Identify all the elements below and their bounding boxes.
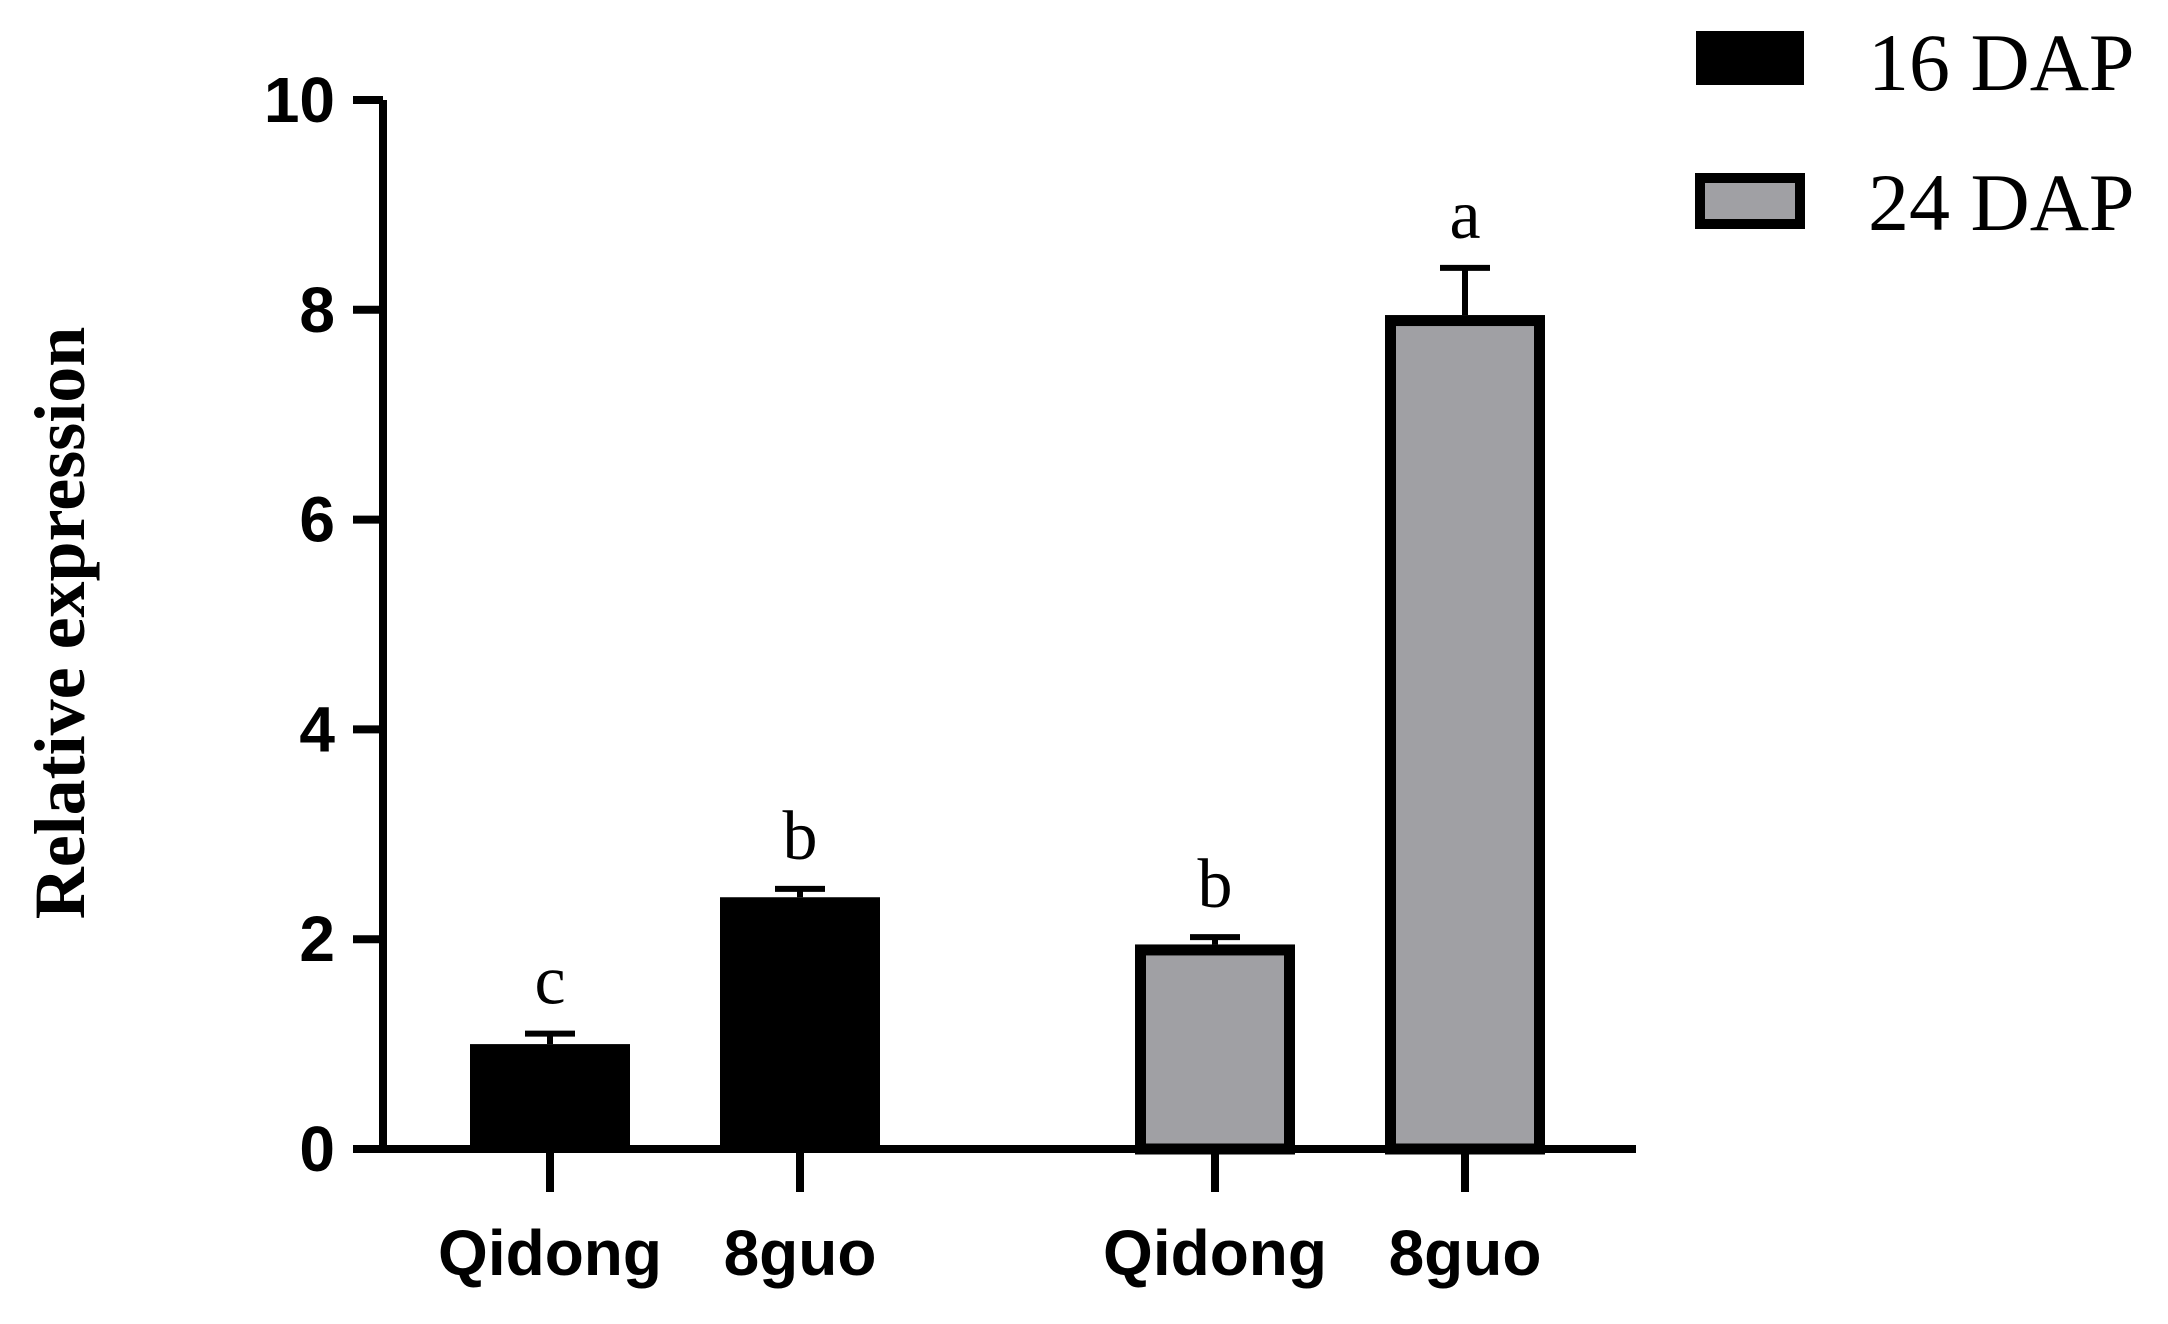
legend-label-24-dap: 24 DAP xyxy=(1868,157,2135,248)
y-tick-label-10: 10 xyxy=(264,64,335,136)
y-tick-label-0: 0 xyxy=(299,1113,335,1185)
bar-16-dap-8guo xyxy=(720,897,880,1149)
sig-letter-16-dap-qidong: c xyxy=(534,943,565,1020)
bar-24-dap-qidong xyxy=(1141,950,1290,1149)
y-tick-label-2: 2 xyxy=(299,903,335,975)
sig-letter-24-dap-qidong: b xyxy=(1198,846,1233,923)
y-tick-label-8: 8 xyxy=(299,274,335,346)
bar-24-dap-8guo xyxy=(1391,321,1540,1149)
y-tick-label-4: 4 xyxy=(299,693,335,765)
x-tick-label-0: Qidong xyxy=(438,1217,662,1289)
legend-swatch-16-dap xyxy=(1700,35,1800,81)
legend-swatch-24-dap xyxy=(1700,178,1800,224)
x-tick-label-2: Qidong xyxy=(1103,1217,1327,1289)
legend-label-16-dap: 16 DAP xyxy=(1868,17,2135,108)
sig-letter-16-dap-8guo: b xyxy=(783,798,818,875)
plot-area: c b b a 0 2 4 6 8 10 Qidong 8guo Qidong 8guo xyxy=(264,64,1636,1289)
sig-letter-24-dap-8guo: a xyxy=(1449,177,1480,254)
y-axis-title: Relative expression xyxy=(20,327,100,920)
x-tick-label-3: 8guo xyxy=(1389,1217,1542,1289)
x-tick-label-1: 8guo xyxy=(724,1217,877,1289)
bar-16-dap-qidong xyxy=(470,1044,630,1149)
y-tick-label-6: 6 xyxy=(299,484,335,556)
legend: 16 DAP 24 DAP xyxy=(1700,17,2135,248)
